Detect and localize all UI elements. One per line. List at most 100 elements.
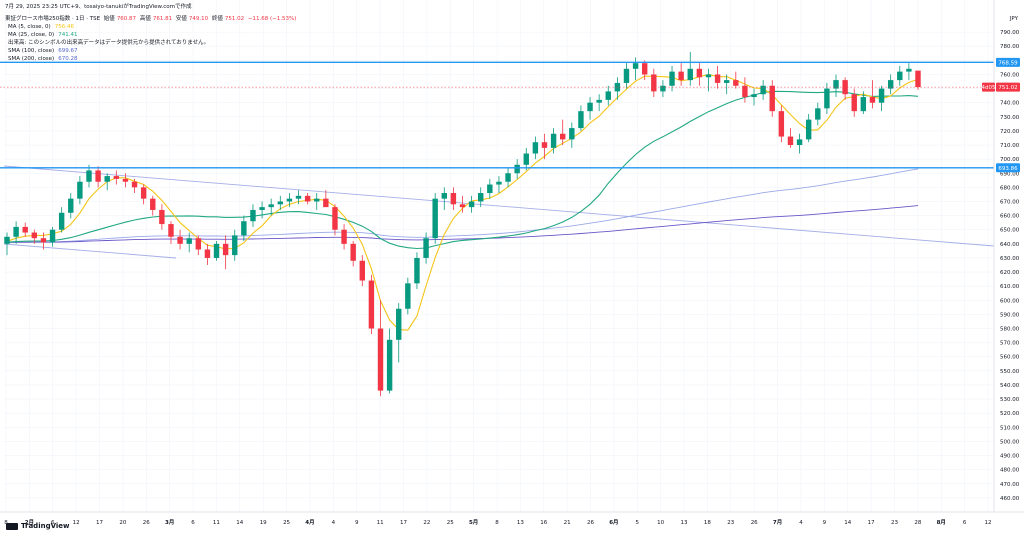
time-tick-label: 11 (213, 520, 220, 526)
price-tick-label: 710.00 (1000, 143, 1020, 149)
candle-up (796, 139, 803, 146)
candle-up (496, 181, 502, 185)
open-value: 760.87 (116, 16, 137, 22)
last-price-tag: 751.02 (998, 85, 1017, 91)
legend-sma200[interactable]: SMA (200, close) 670.28 (8, 55, 77, 63)
candle-up (68, 198, 74, 213)
candle-up (441, 193, 447, 199)
legend-sma100-label: SMA (100, close) (8, 48, 55, 54)
legend-ma25-value: 741.41 (58, 32, 78, 38)
candle-up (232, 235, 238, 256)
candle-up (660, 85, 666, 92)
candle-down (159, 209, 165, 225)
candle-down (851, 94, 857, 112)
candle-up (669, 71, 675, 86)
candle-down (459, 204, 466, 208)
candle-down (113, 176, 120, 179)
time-tick-label: 9 (355, 520, 359, 526)
price-tick-label: 560.00 (1000, 355, 1020, 361)
legend-volume[interactable]: 出来高: このシンボルの出来高データはデータ提供元から提供されておりません。 (8, 39, 209, 47)
candle-down (350, 243, 356, 261)
low-value: 749.10 (188, 16, 209, 22)
candle-up (705, 74, 712, 78)
candle-down (131, 181, 138, 188)
candle-down (450, 193, 457, 205)
time-tick-label: 18 (704, 520, 711, 526)
candle-up (505, 173, 511, 182)
price-tick-label: 470.00 (1000, 482, 1020, 488)
legend-ma5[interactable]: MA (5, close, 0) 756.46 (8, 23, 74, 31)
candles (4, 51, 921, 397)
candle-up (760, 85, 766, 95)
candle-up (259, 207, 265, 210)
price-tick-label: 690.00 (1000, 171, 1020, 177)
currency-label: JPY (1009, 16, 1018, 22)
legend-ma25[interactable]: MA (25, close, 0) 741.41 (8, 31, 77, 39)
candle-down (769, 85, 775, 112)
time-tick-label: 6月 (609, 518, 618, 526)
candle-up (295, 195, 302, 199)
tradingview-logo[interactable]: TradingView (6, 522, 70, 530)
time-tick-label: 19 (260, 520, 267, 526)
candle-down (168, 224, 174, 237)
candle-down (541, 142, 548, 148)
close-label: 終値 (211, 16, 223, 22)
time-tick-label: 17 (400, 520, 407, 526)
candle-up (906, 68, 912, 72)
candle-down (778, 111, 785, 137)
trendline-upper (3, 165, 995, 247)
candle-up (569, 128, 575, 140)
price-tick-label: 580.00 (1000, 327, 1020, 333)
horizontal-lines (0, 61, 994, 169)
candle-down (368, 280, 375, 329)
legend-sma200-label: SMA (200, close) (8, 56, 55, 62)
time-tick-label: 20 (119, 520, 126, 526)
symbol-name: 東証グロース市場250指数 · 1日 · TSE (5, 16, 101, 22)
candle-down (842, 80, 848, 95)
legend-sma100-value: 699.67 (58, 48, 78, 54)
candle-up (897, 71, 903, 81)
candle-up (186, 238, 192, 244)
tradingview-logo-icon (6, 522, 18, 530)
candle-up (578, 111, 584, 129)
time-tick-label: 14 (844, 520, 851, 526)
support-tag: 693.86 (998, 166, 1018, 172)
time-tick-label: 22 (423, 520, 430, 526)
candle-down (377, 328, 384, 391)
time-tick-label: 25 (447, 520, 454, 526)
candle-up (723, 80, 730, 83)
resistance-tag-bg (996, 57, 1020, 67)
candle-down (31, 232, 38, 239)
candle-up (605, 91, 611, 100)
open-label: 始値 (103, 16, 115, 22)
candle-down (140, 187, 147, 199)
tradingview-logo-text: TradingView (21, 522, 70, 530)
high-value: 761.81 (152, 16, 173, 22)
time-tick-label: 25 (283, 520, 290, 526)
symbol-legend[interactable]: 東証グロース市場250指数 · 1日 · TSE 始値 760.87 高値 761.… (5, 15, 298, 23)
time-tick-label: 26 (143, 520, 150, 526)
candle-down (359, 260, 365, 281)
candle-down (40, 238, 47, 243)
time-tick-label: 10 (657, 520, 664, 526)
legend-sma100[interactable]: SMA (100, close) 699.67 (8, 47, 77, 55)
sma200-line (6, 205, 919, 243)
candle-up (815, 108, 821, 120)
low-label: 安値 (175, 16, 187, 22)
time-tick-label: 17 (868, 520, 875, 526)
candle-up (487, 184, 493, 194)
candle-up (878, 88, 885, 103)
candle-up (49, 229, 56, 243)
time-tick-label: 8 (495, 520, 499, 526)
candle-up (286, 198, 293, 202)
candle-down (177, 236, 183, 244)
candle-up (13, 226, 19, 237)
candle-up (86, 170, 92, 182)
countdown-tag-bg (982, 82, 995, 92)
candle-up (887, 80, 894, 89)
sma100-line (6, 168, 919, 243)
close-value: 751.02 (224, 16, 245, 22)
candle-down (787, 136, 794, 146)
candle-up (596, 99, 602, 103)
